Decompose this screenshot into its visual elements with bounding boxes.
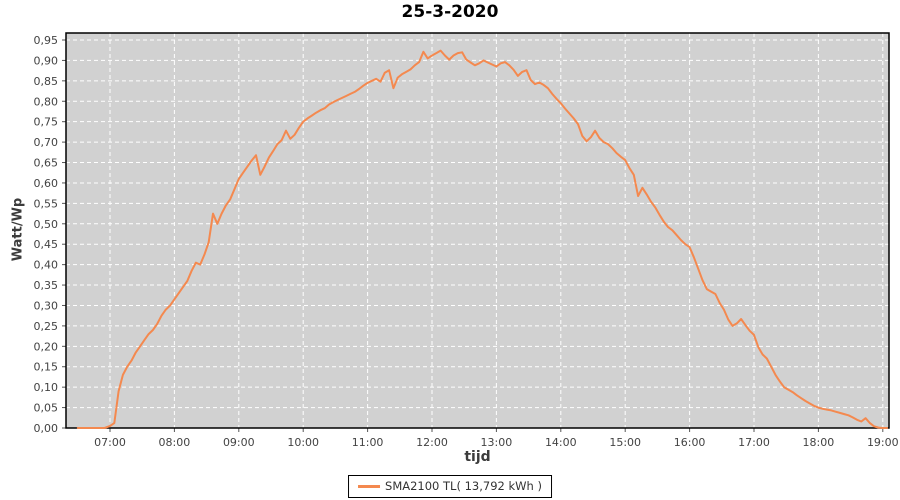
data-series-line <box>76 49 889 429</box>
x-tick-label: 09:00 <box>223 436 255 449</box>
y-tick-label: 0,70 <box>34 136 59 149</box>
y-tick-label: 0,35 <box>34 279 59 292</box>
x-axis-label: tijd <box>464 449 491 465</box>
x-tick-label: 16:00 <box>674 436 706 449</box>
legend: SMA2100 TL( 13,792 kWh ) <box>348 475 552 498</box>
legend-line-swatch <box>358 484 381 488</box>
chart-title: 25-3-2020 <box>401 2 499 22</box>
y-tick-label: 0,00 <box>34 422 59 435</box>
y-tick-label: 0,95 <box>34 34 59 47</box>
y-tick-label: 0,15 <box>34 361 59 374</box>
y-tick-label: 0,65 <box>34 157 59 170</box>
x-tick-label: 08:00 <box>159 436 191 449</box>
y-tick-label: 0,05 <box>34 402 59 415</box>
y-tick-label: 0,45 <box>34 238 59 251</box>
y-tick-label: 0,25 <box>34 320 59 333</box>
y-tick-label: 0,30 <box>34 299 59 312</box>
y-tick-label: 0,60 <box>34 177 59 190</box>
y-tick-label: 0,55 <box>34 197 59 210</box>
x-tick-label: 17:00 <box>738 436 770 449</box>
y-tick-label: 0,75 <box>34 116 59 129</box>
y-tick-label: 0,40 <box>34 259 59 272</box>
y-tick-label: 0,10 <box>34 381 59 394</box>
legend-label: SMA2100 TL( 13,792 kWh ) <box>385 479 542 493</box>
y-tick-label: 0,80 <box>34 95 59 108</box>
x-tick-label: 13:00 <box>481 436 513 449</box>
x-tick-label: 19:00 <box>867 436 899 449</box>
x-tick-label: 15:00 <box>609 436 641 449</box>
x-tick-label: 11:00 <box>352 436 384 449</box>
x-tick-label: 07:00 <box>94 436 126 449</box>
x-tick-label: 14:00 <box>545 436 577 449</box>
y-tick-label: 0,90 <box>34 54 59 67</box>
y-tick-label: 0,20 <box>34 340 59 353</box>
plot-border <box>65 32 890 429</box>
x-tick-label: 18:00 <box>803 436 835 449</box>
x-tick-label: 12:00 <box>416 436 448 449</box>
x-tick-label: 10:00 <box>287 436 319 449</box>
y-axis-label: Watt/Wp <box>10 197 26 262</box>
y-tick-label: 0,50 <box>34 218 59 231</box>
y-tick-label: 0,85 <box>34 75 59 88</box>
plot-background <box>66 33 889 428</box>
